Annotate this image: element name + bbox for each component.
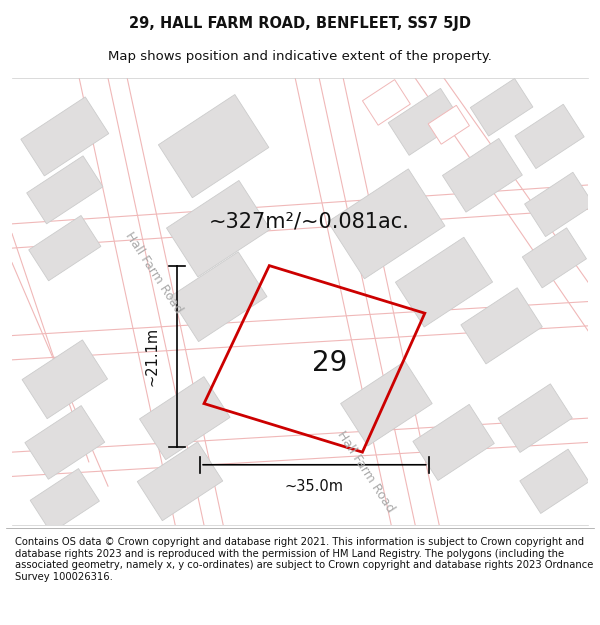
Polygon shape	[515, 104, 584, 169]
Polygon shape	[362, 79, 410, 125]
Text: ~21.1m: ~21.1m	[145, 327, 160, 386]
Text: ~35.0m: ~35.0m	[285, 479, 344, 494]
Text: 29, HALL FARM ROAD, BENFLEET, SS7 5JD: 29, HALL FARM ROAD, BENFLEET, SS7 5JD	[129, 16, 471, 31]
Text: 29: 29	[312, 349, 347, 378]
Text: Contains OS data © Crown copyright and database right 2021. This information is : Contains OS data © Crown copyright and d…	[15, 537, 593, 582]
Polygon shape	[166, 181, 271, 277]
Polygon shape	[498, 384, 572, 452]
Polygon shape	[30, 469, 100, 533]
Polygon shape	[428, 105, 469, 144]
Polygon shape	[22, 340, 107, 419]
Polygon shape	[524, 173, 594, 237]
Polygon shape	[341, 361, 432, 446]
Polygon shape	[520, 449, 589, 514]
Text: Hall Farm Road: Hall Farm Road	[123, 229, 185, 316]
Text: ~327m²/~0.081ac.: ~327m²/~0.081ac.	[209, 212, 410, 232]
Polygon shape	[29, 216, 101, 281]
Polygon shape	[25, 406, 105, 479]
Polygon shape	[328, 169, 445, 279]
Polygon shape	[26, 156, 103, 224]
Polygon shape	[442, 138, 523, 212]
Polygon shape	[170, 252, 267, 342]
Polygon shape	[523, 228, 586, 288]
Polygon shape	[21, 97, 109, 176]
Text: Hall Farm Road: Hall Farm Road	[334, 428, 397, 515]
Text: Map shows position and indicative extent of the property.: Map shows position and indicative extent…	[108, 50, 492, 62]
Polygon shape	[413, 404, 494, 481]
Polygon shape	[137, 442, 223, 521]
Polygon shape	[461, 288, 542, 364]
Polygon shape	[470, 79, 533, 136]
Polygon shape	[140, 377, 230, 459]
Polygon shape	[388, 88, 461, 156]
Polygon shape	[395, 238, 493, 327]
Polygon shape	[158, 94, 269, 198]
